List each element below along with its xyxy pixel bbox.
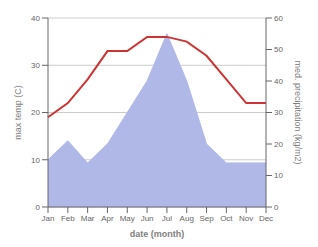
svg-text:Apr: Apr <box>101 214 114 223</box>
svg-text:Feb: Feb <box>61 214 75 223</box>
svg-text:40: 40 <box>274 77 283 86</box>
svg-text:10: 10 <box>274 171 283 180</box>
svg-text:Jul: Jul <box>162 214 172 223</box>
svg-text:Jun: Jun <box>141 214 154 223</box>
svg-text:Mar: Mar <box>81 214 95 223</box>
svg-text:10: 10 <box>31 156 40 165</box>
svg-text:60: 60 <box>274 14 283 23</box>
svg-text:med. precipitation (kg/m2): med. precipitation (kg/m2) <box>293 60 303 164</box>
svg-text:May: May <box>120 214 135 223</box>
svg-text:Sep: Sep <box>199 214 214 223</box>
svg-text:40: 40 <box>31 14 40 23</box>
svg-text:20: 20 <box>274 140 283 149</box>
svg-text:30: 30 <box>274 108 283 117</box>
svg-text:date (month): date (month) <box>130 229 185 239</box>
svg-text:max temp (C): max temp (C) <box>13 85 23 140</box>
svg-text:30: 30 <box>31 61 40 70</box>
svg-text:50: 50 <box>274 45 283 54</box>
svg-text:Aug: Aug <box>180 214 194 223</box>
svg-text:0: 0 <box>36 203 41 212</box>
svg-text:Jan: Jan <box>42 214 55 223</box>
svg-text:Nov: Nov <box>239 214 253 223</box>
svg-text:20: 20 <box>31 108 40 117</box>
svg-text:Oct: Oct <box>220 214 233 223</box>
svg-text:0: 0 <box>274 203 279 212</box>
svg-text:Dec: Dec <box>259 214 273 223</box>
